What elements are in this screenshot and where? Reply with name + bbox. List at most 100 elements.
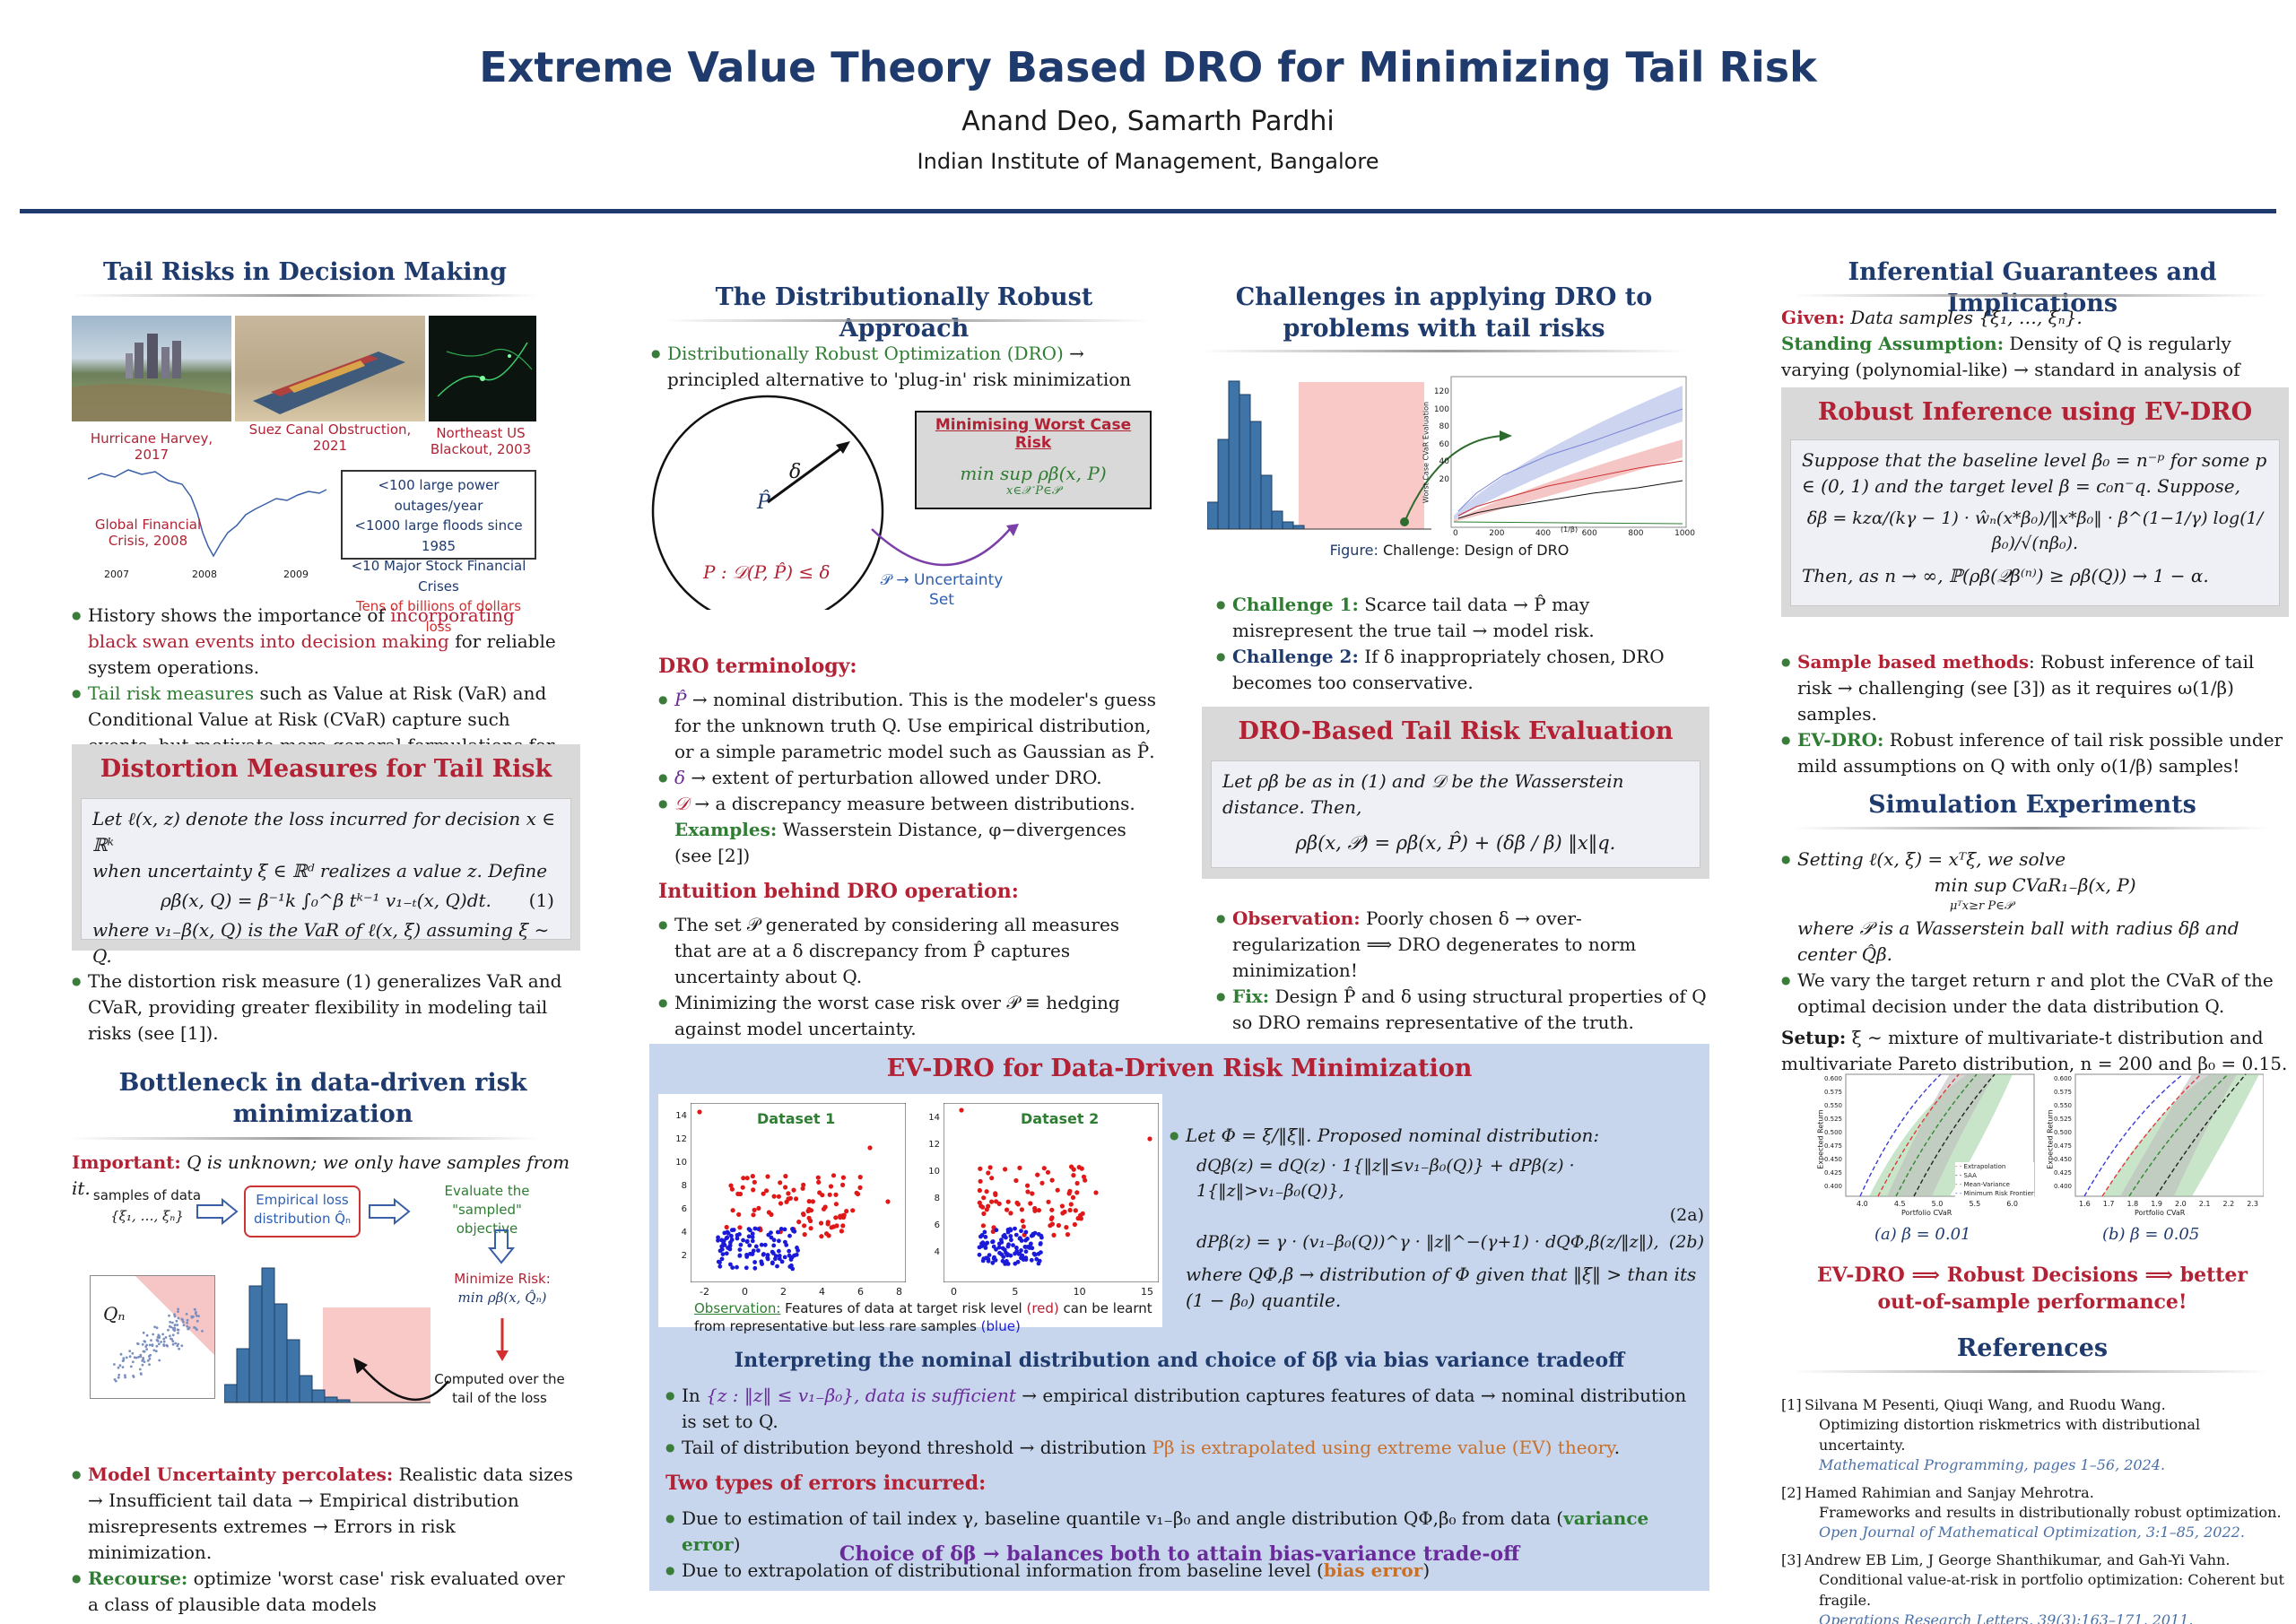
bullet: Challenge 2: If δ inappropriately chosen… xyxy=(1216,644,1709,696)
dro-eval-content: Let ρβ be as in (1) and 𝒟 be the Wassers… xyxy=(1211,760,1700,868)
red-point xyxy=(1048,1223,1053,1229)
plot-b-caption: (b) β = 0.05 xyxy=(2102,1225,2200,1244)
red-point xyxy=(1017,1165,1022,1170)
dro-ball-diagram xyxy=(651,395,1019,610)
sample-point xyxy=(113,1378,117,1381)
important-line: Important: Q is unknown; we only have sa… xyxy=(72,1151,570,1199)
red-point xyxy=(769,1211,774,1217)
blue-point xyxy=(752,1265,758,1271)
sample-point xyxy=(165,1343,169,1347)
sample-point xyxy=(195,1328,198,1331)
histogram-bar xyxy=(248,1285,263,1403)
blue-point xyxy=(759,1242,764,1247)
dro-bullet: Distributionally Robust Optimization (DR… xyxy=(651,341,1162,393)
blue-point xyxy=(726,1230,731,1236)
blue-point xyxy=(1032,1252,1038,1257)
red-point xyxy=(784,1199,789,1204)
blue-point xyxy=(759,1261,764,1266)
red-point xyxy=(783,1174,788,1179)
red-point xyxy=(1056,1222,1061,1229)
blue-point xyxy=(994,1228,999,1233)
red-point xyxy=(1074,1180,1080,1186)
red-point xyxy=(728,1183,734,1188)
box-title: EV-DRO for Data-Driven Risk Minimization xyxy=(886,1055,1473,1082)
given-block: Given: Data samples {ξ₁, …, ξₙ}. Standin… xyxy=(1781,307,2240,406)
blue-point xyxy=(978,1244,984,1249)
blue-point xyxy=(981,1256,987,1261)
red-point xyxy=(1020,1218,1025,1224)
night-map-icon xyxy=(437,342,533,397)
red-point xyxy=(1025,1183,1031,1188)
blue-point xyxy=(1027,1246,1032,1250)
blue-point xyxy=(1009,1238,1013,1243)
red-point xyxy=(736,1211,742,1217)
sample-point xyxy=(148,1343,152,1347)
blue-point xyxy=(790,1266,796,1272)
tail-bullets: History shows the importance of incorpor… xyxy=(72,603,556,785)
challenge-figure xyxy=(1207,376,1687,530)
sample-point xyxy=(190,1316,194,1319)
bullet: Sample based methods: Robust inference o… xyxy=(1781,649,2289,727)
sample-point xyxy=(169,1334,171,1338)
crisis-year: 2009 xyxy=(283,569,309,580)
red-point xyxy=(987,1165,993,1170)
simulation-block: Setting ℓ(x, ξ) = xᵀξ, we solve min sup … xyxy=(1781,847,2289,1077)
plot-b-yticks: 0.600 0.575 0.550 0.525 0.500 0.475 0.450 0.425… xyxy=(2053,1075,2072,1190)
section-rule xyxy=(664,319,1148,322)
section-title-references: References xyxy=(1956,1334,2109,1362)
red-point xyxy=(820,1193,825,1198)
red-point xyxy=(819,1234,824,1239)
red-point xyxy=(833,1192,839,1197)
red-point xyxy=(791,1187,796,1193)
red-point xyxy=(1032,1205,1038,1211)
interp-bullets: In {z : ‖z‖ ≤ v₁₋β₀}, data is sufficient… xyxy=(665,1383,1697,1584)
blue-point xyxy=(769,1235,774,1240)
blue-point xyxy=(777,1254,782,1258)
sample-point xyxy=(131,1351,135,1355)
blue-point xyxy=(982,1229,987,1235)
red-point xyxy=(1049,1207,1055,1212)
sample-point xyxy=(145,1343,148,1347)
blue-point xyxy=(1039,1250,1043,1255)
equation: min sup CVaR₁₋β(x, P) xyxy=(1934,874,2136,896)
header-divider xyxy=(20,209,2276,213)
examples: Examples: Wasserstein Distance, φ−diverg… xyxy=(674,818,1126,866)
histogram-bar xyxy=(236,1348,250,1403)
distortion-box: Distortion Measures for Tail Risk Let ℓ(… xyxy=(72,744,580,967)
sample-point xyxy=(158,1359,161,1362)
blue-point xyxy=(770,1261,775,1266)
blue-point xyxy=(1023,1257,1029,1262)
red-point xyxy=(778,1180,783,1185)
red-point xyxy=(1073,1208,1078,1213)
fig-yticks: 120 100 80 60 40 20 xyxy=(1433,387,1449,484)
text-line: Then, as n → ∞, ℙ(ρβ(𝒬β⁽ⁿ⁾) ≥ ρβ(Q)) → 1… xyxy=(1802,565,2209,587)
text-line: Let ρβ be as in (1) and 𝒟 be the Wassers… xyxy=(1222,770,1624,818)
red-point xyxy=(984,1207,989,1212)
red-point xyxy=(833,1202,839,1207)
histogram-bar xyxy=(274,1303,288,1403)
red-point xyxy=(806,1199,812,1204)
red-point xyxy=(827,1192,832,1197)
red-point xyxy=(756,1205,761,1211)
ship-icon xyxy=(253,352,405,414)
arrow-right-icon xyxy=(196,1198,239,1225)
bullet: The set 𝒫 generated by considering all m… xyxy=(658,912,1161,990)
subheading: Two types of errors incurred: xyxy=(665,1472,987,1495)
blue-point xyxy=(1002,1247,1007,1253)
sample-point xyxy=(171,1333,175,1337)
sample-point xyxy=(173,1315,177,1318)
ds1-xticks: -2 0 2 4 6 8 xyxy=(700,1286,902,1298)
sample-point xyxy=(142,1331,145,1334)
red-point xyxy=(1051,1232,1057,1238)
sample-point xyxy=(176,1324,179,1326)
sample-point xyxy=(195,1314,198,1317)
histogram-bar xyxy=(1228,380,1240,530)
red-point xyxy=(815,1175,821,1180)
red-point xyxy=(825,1221,831,1227)
blue-point xyxy=(720,1252,726,1256)
red-point xyxy=(1071,1173,1076,1178)
blue-point xyxy=(1036,1261,1041,1266)
worst-case-box: Minimising Worst Case Risk min sup ρβ(x,… xyxy=(915,411,1152,509)
red-point xyxy=(1036,1208,1041,1213)
flow-minimize: Minimize Risk: min ρβ(x, Q̂ₙ) xyxy=(454,1271,551,1306)
